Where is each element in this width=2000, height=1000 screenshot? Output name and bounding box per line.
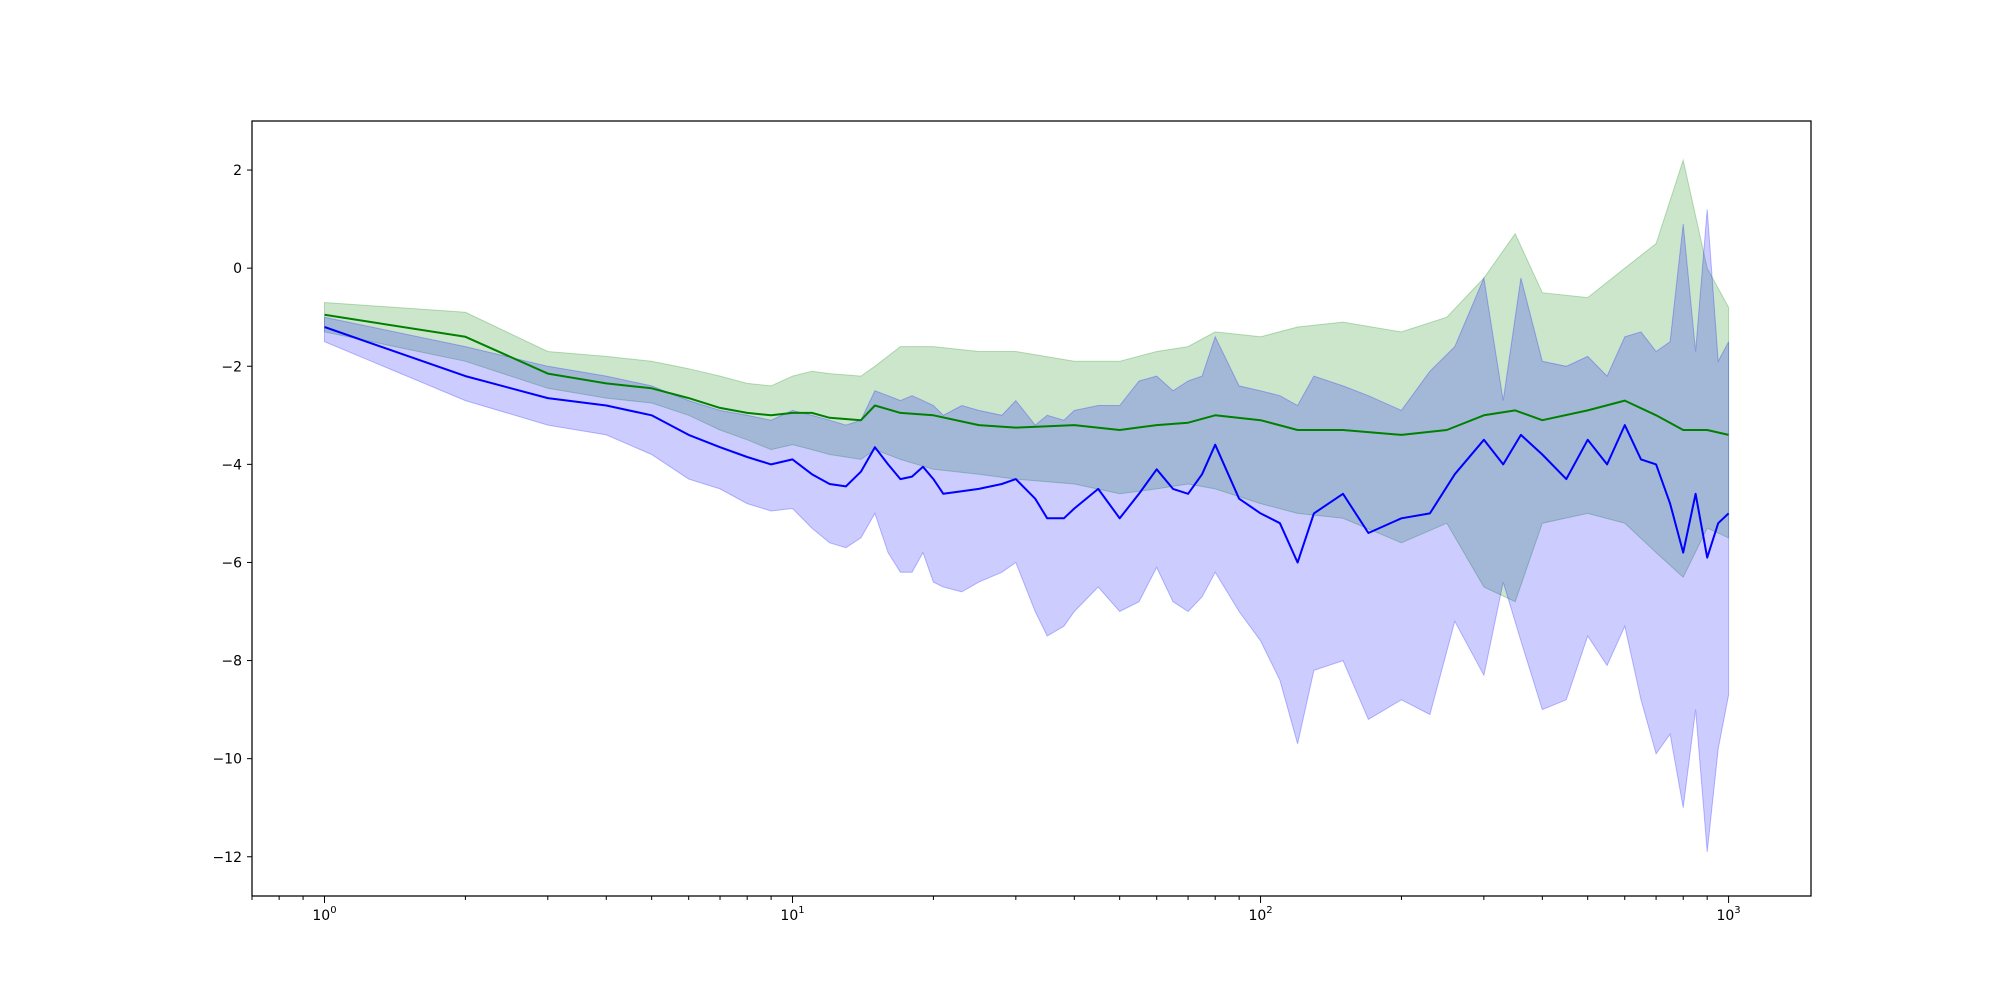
mean-lines [324,313,1730,564]
axes-frame [251,120,1812,897]
y-tick-label: 2 [233,163,242,179]
line-series-0 [324,313,1729,436]
y-tick-label: −8 [221,654,242,670]
confidence-bands [324,158,1730,852]
y-tick-label: −12 [212,850,242,866]
y-tick-label: −2 [221,359,242,375]
axis-ticks: 2 0 −2 −4 −6 −8 −10 −12 100 101 102 103 [212,163,1740,924]
x-tick-label: 101 [780,905,804,924]
line-series-1 [324,326,1730,564]
band-series-1 [324,209,1730,852]
y-tick-label: −10 [212,752,242,768]
y-tick-label: −4 [221,457,242,473]
band-series-0 [324,158,1730,603]
x-tick-label: 102 [1248,905,1272,924]
y-tick-label: −6 [221,555,242,571]
y-tick-label: 0 [233,261,242,277]
x-tick-label: 103 [1716,905,1740,924]
x-tick-label: 100 [312,905,336,924]
